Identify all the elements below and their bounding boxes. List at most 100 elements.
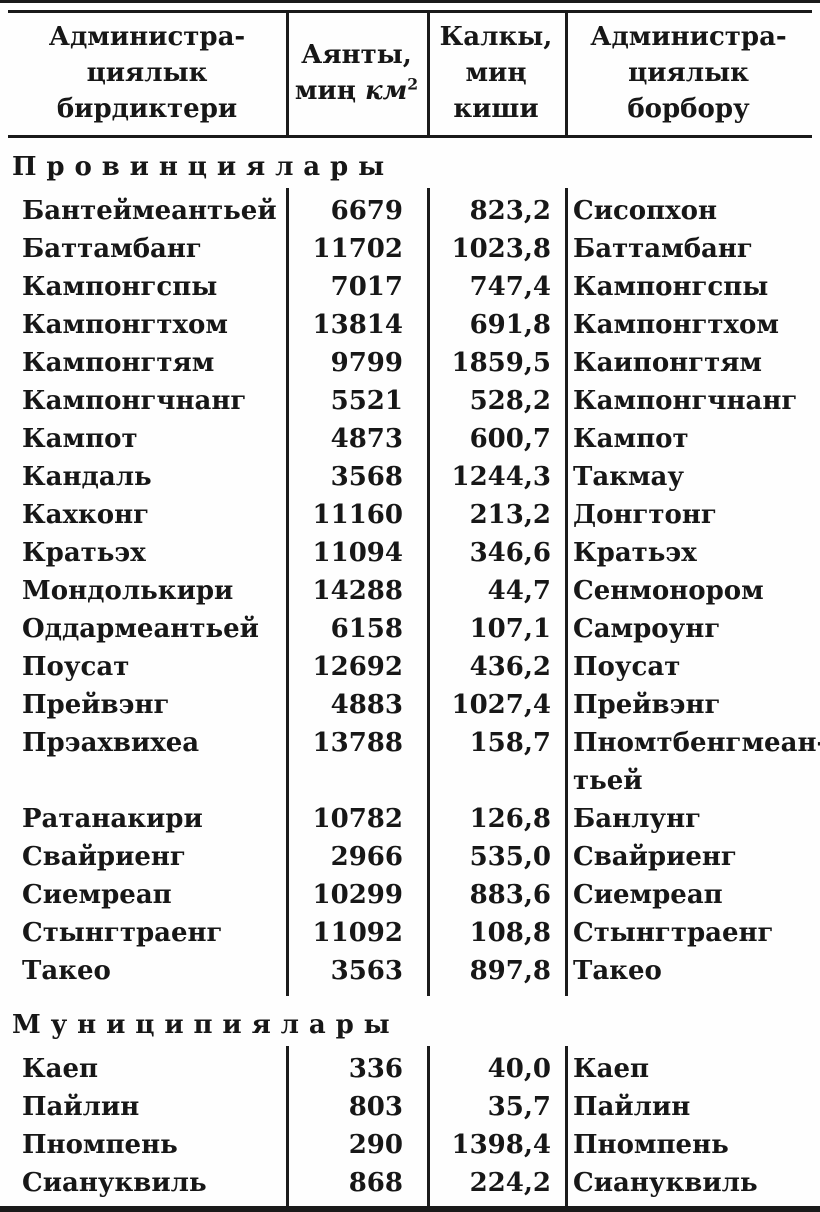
- unit-superscript: 2: [407, 74, 419, 94]
- area-value-cell: 7017: [330, 272, 403, 302]
- table-row: Бантеймеантьей 6679 823,2 Сисопхон: [8, 192, 812, 230]
- population-value-cell: 691,8: [469, 310, 551, 340]
- capital-name-cell: Такео: [573, 956, 662, 986]
- population-value-cell: 1023,8: [451, 234, 551, 264]
- table-row: Баттамбанг 11702 1023,8 Баттамбанг: [8, 230, 812, 268]
- population-value-cell: 108,8: [469, 918, 551, 948]
- header-population: Калкы, миң киши: [427, 19, 565, 127]
- population-value-cell: 126,8: [469, 804, 551, 834]
- unit-name-cell: Кампот: [22, 424, 138, 454]
- header-line: Калкы,: [439, 22, 553, 52]
- capital-name-cell: Пномпень: [573, 1130, 729, 1160]
- capital-name-cell: Кратьэх: [573, 538, 697, 568]
- table-row: Кампот 4873 600,7 Кампот: [8, 420, 812, 458]
- municipalities-rows: Каеп 336 40,0 Каеп Пайлин 803 35,7 Пайлин Пномпе…: [8, 1050, 812, 1202]
- header-admin-units: Администра- циялык бирдиктери: [8, 19, 286, 127]
- table-header-row: Администра- циялык бирдиктери Аянты, миң…: [8, 10, 812, 138]
- table-row: Каеп 336 40,0 Каеп: [8, 1050, 812, 1088]
- population-value-cell: 158,7: [469, 728, 551, 758]
- table-row: Пномпень 290 1398,4 Пномпень: [8, 1126, 812, 1164]
- unit-name-cell: Кампонгтям: [22, 348, 215, 378]
- area-value-cell: 290: [348, 1130, 403, 1160]
- population-value-cell: 823,2: [469, 196, 551, 226]
- unit-name-cell: Кандаль: [22, 462, 152, 492]
- capital-name-cell: Банлунг: [573, 804, 702, 834]
- capital-name-cell: Кампонгчнанг: [573, 386, 798, 416]
- capital-name-cell: Донгтонг: [573, 500, 717, 530]
- unit-name-cell: Бантеймеантьей: [22, 196, 277, 226]
- table-row: Поусат 12692 436,2 Поусат: [8, 648, 812, 686]
- area-value-cell: 13814: [312, 310, 403, 340]
- header-line: Администра-: [590, 22, 787, 52]
- unit-name-cell: Сиануквиль: [22, 1168, 207, 1198]
- area-value-cell: 9799: [330, 348, 403, 378]
- capital-name-cell: Кампонгтхом: [573, 310, 779, 340]
- body-column-divider: [286, 1046, 289, 1208]
- unit-name-cell: Кратьэх: [22, 538, 146, 568]
- table-row: Прэахвихеа 13788 158,7 Пномтбенгмеан- тьей: [8, 724, 820, 800]
- population-value-cell: 747,4: [469, 272, 551, 302]
- provinces-block: Бантеймеантьей 6679 823,2 Сисопхон Баттамбан…: [8, 188, 820, 996]
- section-title-municipalities: Муниципиялары: [12, 1010, 400, 1040]
- area-value-cell: 6158: [330, 614, 403, 644]
- capital-name-cell: Свайриенг: [573, 842, 737, 872]
- table-row: Оддармеантьей 6158 107,1 Самроунг: [8, 610, 812, 648]
- table-row: Кампонгтям 9799 1859,5 Каипонгтям: [8, 344, 812, 382]
- unit-name-cell: Кахконг: [22, 500, 150, 530]
- body-column-divider: [286, 188, 289, 996]
- population-value-cell: 35,7: [487, 1092, 551, 1122]
- area-value-cell: 3568: [330, 462, 403, 492]
- header-admin-center: Администра- циялык борбору: [565, 19, 812, 127]
- area-value-cell: 803: [348, 1092, 403, 1122]
- header-line: циялык: [628, 58, 749, 88]
- header-area: Аянты, миң км2: [286, 19, 427, 127]
- population-value-cell: 107,1: [469, 614, 551, 644]
- area-value-cell: 5521: [330, 386, 403, 416]
- body-column-divider: [565, 188, 568, 996]
- table-row: Свайриенг 2966 535,0 Свайриенг: [8, 838, 812, 876]
- capital-name-cell: Сенмонором: [573, 576, 764, 606]
- area-value-cell: 10299: [312, 880, 403, 910]
- header-column-divider: [565, 13, 568, 135]
- header-column-divider: [286, 13, 289, 135]
- capital-name-cell: Сисопхон: [573, 196, 718, 226]
- unit-km: км: [364, 76, 408, 106]
- capital-name-cell: Баттамбанг: [573, 234, 753, 264]
- area-value-cell: 2966: [330, 842, 403, 872]
- population-value-cell: 883,6: [469, 880, 551, 910]
- unit-name-cell: Кампонгчнанг: [22, 386, 247, 416]
- area-value-cell: 3563: [330, 956, 403, 986]
- body-column-divider: [565, 1046, 568, 1208]
- table-row: Кандаль 3568 1244,3 Такмау: [8, 458, 812, 496]
- header-line: Администра-: [48, 22, 246, 52]
- capital-name-cell: Сиемреап: [573, 880, 723, 910]
- population-value-cell: 40,0: [487, 1054, 551, 1084]
- unit-name-cell: Кампонгтхом: [22, 310, 228, 340]
- population-value-cell: 436,2: [469, 652, 551, 682]
- table-row: Мондолькири 14288 44,7 Сенмонором: [8, 572, 812, 610]
- table-row: Кампонгтхом 13814 691,8 Кампонгтхом: [8, 306, 812, 344]
- area-value-cell: 868: [348, 1168, 403, 1198]
- unit-name-cell: Оддармеантьей: [22, 614, 259, 644]
- table-row: Кахконг 11160 213,2 Донгтонг: [8, 496, 812, 534]
- area-value-cell: 11094: [312, 538, 403, 568]
- table-row: Кратьэх 11094 346,6 Кратьэх: [8, 534, 812, 572]
- area-value-cell: 11160: [312, 500, 403, 530]
- population-value-cell: 346,6: [469, 538, 551, 568]
- unit-name-cell: Поусат: [22, 652, 130, 682]
- population-value-cell: 44,7: [487, 576, 551, 606]
- unit-name-cell: Пномпень: [22, 1130, 178, 1160]
- population-value-cell: 224,2: [469, 1168, 551, 1198]
- population-value-cell: 213,2: [469, 500, 551, 530]
- unit-name-cell: Сиемреап: [22, 880, 172, 910]
- header-line: киши: [453, 94, 539, 124]
- unit-name-cell: Прэахвихеа: [22, 728, 200, 758]
- population-value-cell: 1244,3: [451, 462, 551, 492]
- table-row: Сиемреап 10299 883,6 Сиемреап: [8, 876, 812, 914]
- capital-name-cell: Самроунг: [573, 614, 721, 644]
- capital-name-cell: Пайлин: [573, 1092, 691, 1122]
- area-value-cell: 11092: [312, 918, 403, 948]
- table-row: Такео 3563 897,8 Такео: [8, 952, 812, 990]
- unit-name-cell: Прейвэнг: [22, 690, 170, 720]
- header-line: миң: [465, 58, 527, 88]
